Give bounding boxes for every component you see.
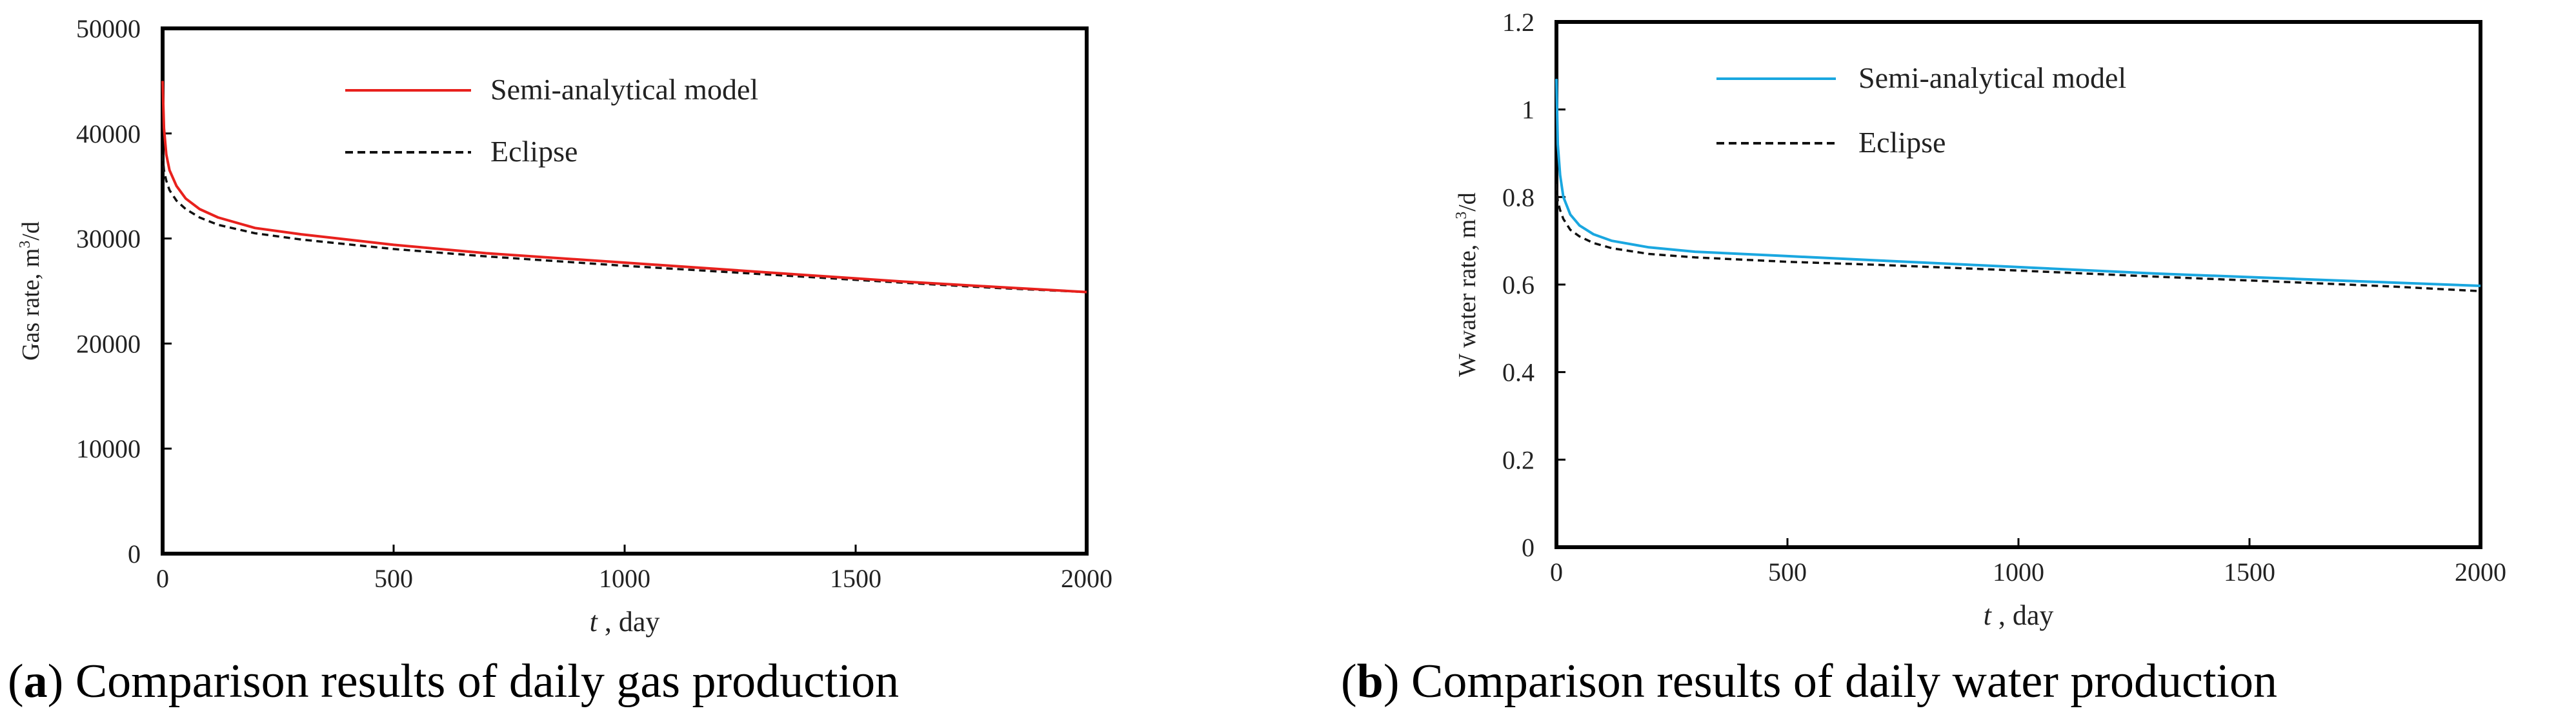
panel-a-legend-label-eclipse: Eclipse (490, 135, 578, 168)
panel-b-y-tick-label: 1.2 (1502, 8, 1535, 37)
panel-a-y-tick-label: 50000 (76, 14, 141, 43)
panel-a-y-axis-label-tail: /d (17, 221, 45, 241)
panel-a-y-axis-label: Gas rate, m3/d (17, 221, 45, 361)
panel-b-y-tick-label: 0 (1522, 533, 1535, 562)
panel-a-y-tick-label: 30000 (76, 225, 141, 254)
panel-b-y-axis-label-superscript: 3 (1453, 212, 1470, 219)
panel-a-y-tick-label: 20000 (76, 329, 141, 358)
panel-b-y-axis-label-tail: /d (1454, 192, 1481, 212)
panel-a-x-axis-unit: , day (598, 606, 660, 638)
panel-a-x-tick-label: 1000 (599, 564, 650, 593)
panel-a-y-tick-label: 40000 (76, 119, 141, 148)
panel-a-x-axis-label: t , day (590, 606, 660, 638)
panel-b-y-tick-label: 0.4 (1502, 358, 1535, 387)
panel-b-series-eclipse (1555, 183, 2481, 292)
panel-b-x-tick-label: 1000 (1993, 558, 2044, 587)
panel-b-x-axis-variable: t (1984, 599, 1993, 631)
panel-a-x-tick-label: 1500 (830, 564, 881, 593)
panel-b-x-tick-label: 500 (1768, 558, 1807, 587)
panel-a-x-axis-variable: t (590, 606, 599, 638)
panel-a-series-semi-analytical-model (161, 81, 1087, 294)
panel-b-y-tick-label: 0.6 (1502, 270, 1535, 299)
panel-a-y-tick-label: 10000 (76, 434, 141, 463)
panel-b-caption: (b) Comparison results of daily water pr… (1341, 655, 2277, 708)
panel-a-y-tick-label: 0 (128, 539, 141, 568)
panel-b-x-axis-label: t , day (1984, 599, 2054, 631)
panel-a-caption-label: a (24, 655, 48, 708)
panel-b-x-tick-label: 1500 (2224, 558, 2275, 587)
panel-b-legend-label-semi-analytical: Semi-analytical model (1858, 61, 2126, 94)
panel-a-caption: (a) Comparison results of daily gas prod… (8, 655, 899, 708)
panel-a-x-tick-label: 0 (156, 564, 169, 593)
panel-b-ticks: 0 500 1000 1500 2000 0 0.2 0.4 0.6 0.8 1 1.2 (1502, 8, 2506, 587)
panel-b-x-tick-label: 0 (1550, 558, 1563, 587)
panel-b-series-semi-analytical-model (1555, 79, 2481, 287)
panel-b-series (1555, 79, 2481, 292)
panel-b-legend-label-eclipse: Eclipse (1858, 126, 1946, 159)
panel-a-legend: Semi-analytical model Eclipse (345, 73, 758, 168)
panel-b-legend: Semi-analytical model Eclipse (1716, 61, 2126, 159)
panel-a-x-tick-label: 500 (374, 564, 413, 593)
panel-a-series-eclipse (161, 154, 1087, 294)
panel-b-y-tick-label: 0.8 (1502, 183, 1535, 212)
panel-b-y-axis-label: W water rate, m3/d (1453, 192, 1481, 377)
panel-a-series (161, 81, 1087, 294)
panel-a-x-tick-label: 2000 (1061, 564, 1112, 593)
panel-b-x-axis-unit: , day (1991, 599, 2054, 631)
panel-b-x-tick-label: 2000 (2455, 558, 2506, 587)
panel-b-caption-text: Comparison results of daily water produc… (1411, 655, 2277, 708)
panel-b-y-axis-label-main: W water rate, m (1454, 219, 1481, 377)
panel-b-y-tick-label: 1 (1522, 96, 1535, 125)
panel-a-gas-production: 0 500 1000 1500 2000010000200003000040000500… (8, 14, 1112, 708)
panel-b-y-tick-label: 0.2 (1502, 445, 1535, 474)
panel-b-caption-label: b (1357, 655, 1384, 708)
panel-a-ticks: 0 500 1000 1500 2000010000200003000040000500… (76, 14, 1112, 593)
panel-b-water-production: 0 500 1000 1500 2000 0 0.2 0.4 0.6 0.8 1 1.2 Semi-a… (1341, 8, 2506, 708)
panel-a-caption-text: Comparison results of daily gas producti… (75, 655, 899, 708)
panel-a-y-axis-label-superscript: 3 (17, 241, 34, 248)
panel-a-y-axis-label-main: Gas rate, m (17, 248, 45, 361)
panel-a-plot-frame (161, 26, 1089, 556)
panel-a-legend-label-semi-analytical: Semi-analytical model (490, 73, 758, 106)
